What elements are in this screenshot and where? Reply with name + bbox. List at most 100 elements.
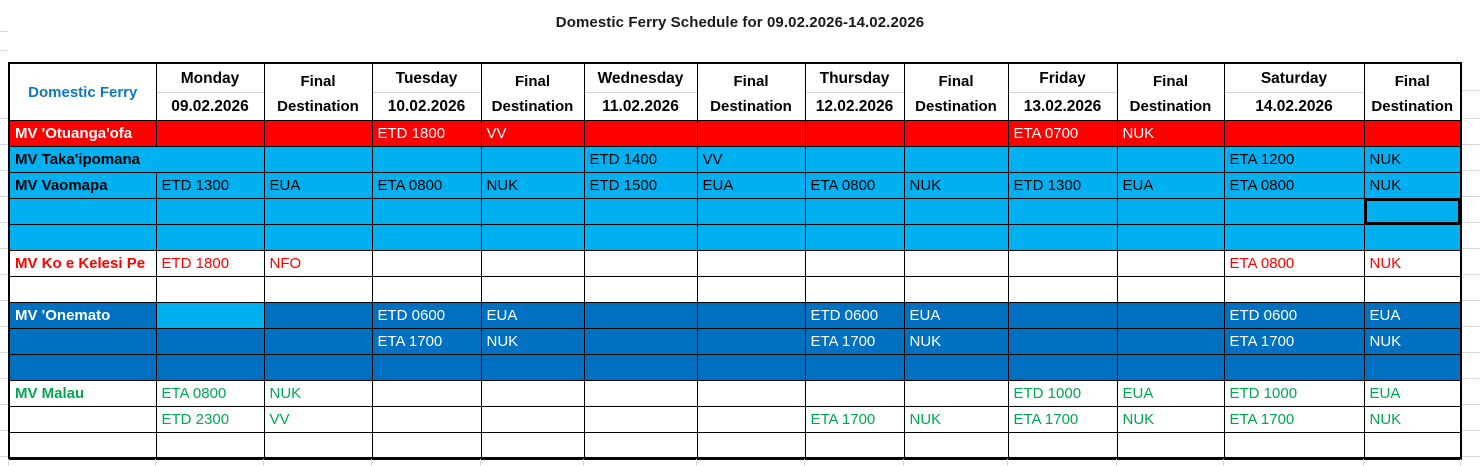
schedule-cell[interactable]: NUK: [1363, 328, 1462, 355]
schedule-cell[interactable]: [583, 302, 698, 329]
schedule-cell[interactable]: [155, 328, 265, 355]
schedule-cell[interactable]: [371, 276, 482, 303]
schedule-cell[interactable]: NFO: [263, 250, 373, 277]
header-final-destination[interactable]: Final Destination: [903, 62, 1009, 121]
schedule-cell[interactable]: NUK: [1116, 120, 1225, 147]
schedule-cell[interactable]: [583, 432, 698, 460]
schedule-cell[interactable]: EUA: [1363, 302, 1462, 329]
schedule-cell[interactable]: ETD 1000: [1223, 380, 1365, 407]
schedule-cell[interactable]: [155, 198, 265, 225]
schedule-cell[interactable]: [155, 302, 265, 329]
schedule-cell[interactable]: [371, 198, 482, 225]
schedule-cell[interactable]: [155, 276, 265, 303]
schedule-cell[interactable]: EUA: [1116, 380, 1225, 407]
schedule-cell[interactable]: [696, 302, 806, 329]
ferry-name-cell[interactable]: [8, 328, 157, 355]
corner-header-cell[interactable]: Domestic Ferry: [8, 62, 157, 121]
schedule-cell[interactable]: [903, 120, 1009, 147]
schedule-cell[interactable]: [583, 120, 698, 147]
schedule-cell[interactable]: NUK: [263, 380, 373, 407]
schedule-cell[interactable]: ETA 1700: [371, 328, 482, 355]
schedule-cell[interactable]: [1223, 276, 1365, 303]
schedule-cell[interactable]: ETD 0600: [804, 302, 905, 329]
schedule-cell[interactable]: [583, 354, 698, 381]
schedule-cell[interactable]: [263, 276, 373, 303]
ferry-name-cell[interactable]: [8, 406, 157, 433]
schedule-cell[interactable]: [804, 146, 905, 173]
ferry-name-cell[interactable]: [8, 224, 157, 251]
schedule-cell[interactable]: [696, 250, 806, 277]
ferry-name-cell[interactable]: MV Ko e Kelesi Pe: [8, 250, 157, 277]
schedule-cell[interactable]: [371, 224, 482, 251]
schedule-cell[interactable]: [583, 250, 698, 277]
schedule-cell[interactable]: ETA 1700: [1223, 328, 1365, 355]
schedule-cell[interactable]: [1116, 198, 1225, 225]
schedule-cell[interactable]: [903, 250, 1009, 277]
schedule-cell[interactable]: [903, 276, 1009, 303]
schedule-cell[interactable]: [696, 328, 806, 355]
schedule-cell[interactable]: [1363, 354, 1462, 381]
schedule-cell[interactable]: ETA 1200: [1223, 146, 1365, 173]
header-final-destination[interactable]: Final Destination: [696, 62, 806, 121]
schedule-cell[interactable]: [263, 354, 373, 381]
schedule-cell[interactable]: [1363, 224, 1462, 251]
schedule-cell[interactable]: [480, 380, 585, 407]
schedule-cell[interactable]: NUK: [480, 328, 585, 355]
schedule-cell[interactable]: [371, 432, 482, 460]
ferry-name-cell[interactable]: [8, 198, 157, 225]
schedule-cell[interactable]: NUK: [903, 406, 1009, 433]
header-monday[interactable]: Monday 09.02.2026: [155, 62, 265, 121]
schedule-cell[interactable]: [696, 406, 806, 433]
schedule-cell[interactable]: [1007, 328, 1118, 355]
schedule-cell[interactable]: ETA 0800: [371, 172, 482, 199]
schedule-cell[interactable]: VV: [696, 146, 806, 173]
schedule-cell[interactable]: VV: [263, 406, 373, 433]
schedule-cell[interactable]: [1007, 198, 1118, 225]
schedule-cell[interactable]: ETD 1800: [371, 120, 482, 147]
schedule-cell[interactable]: [1363, 276, 1462, 303]
schedule-cell[interactable]: [903, 224, 1009, 251]
schedule-cell[interactable]: [1223, 432, 1365, 460]
schedule-cell[interactable]: [1223, 120, 1365, 147]
schedule-cell[interactable]: [804, 250, 905, 277]
schedule-cell[interactable]: [263, 198, 373, 225]
schedule-cell[interactable]: [1007, 276, 1118, 303]
schedule-cell[interactable]: [1007, 224, 1118, 251]
schedule-cell[interactable]: [903, 146, 1009, 173]
schedule-cell[interactable]: [804, 224, 905, 251]
schedule-cell[interactable]: [583, 276, 698, 303]
schedule-cell[interactable]: [480, 432, 585, 460]
schedule-cell[interactable]: ETD 2300: [155, 406, 265, 433]
ferry-name-cell[interactable]: [8, 276, 157, 303]
schedule-cell[interactable]: [903, 198, 1009, 225]
schedule-cell[interactable]: [1223, 224, 1365, 251]
schedule-cell[interactable]: ETA 1700: [804, 406, 905, 433]
ferry-name-cell[interactable]: MV Taka'ipomana: [8, 146, 265, 173]
schedule-cell[interactable]: [263, 328, 373, 355]
schedule-cell[interactable]: [155, 224, 265, 251]
ferry-name-cell[interactable]: MV Vaomapa: [8, 172, 157, 199]
schedule-cell[interactable]: [155, 432, 265, 460]
schedule-cell[interactable]: ETA 1700: [1223, 406, 1365, 433]
schedule-cell[interactable]: [804, 198, 905, 225]
schedule-cell[interactable]: [696, 380, 806, 407]
ferry-name-cell[interactable]: MV 'Otuanga'ofa: [8, 120, 157, 147]
schedule-cell[interactable]: [903, 432, 1009, 460]
schedule-cell[interactable]: ETD 1500: [583, 172, 698, 199]
schedule-cell[interactable]: ETA 0800: [1223, 250, 1365, 277]
schedule-cell[interactable]: [804, 432, 905, 460]
schedule-cell[interactable]: [371, 406, 482, 433]
header-wednesday[interactable]: Wednesday 11.02.2026: [583, 62, 698, 121]
schedule-cell[interactable]: [480, 224, 585, 251]
schedule-cell[interactable]: [1223, 354, 1365, 381]
selected-cell[interactable]: [1363, 198, 1462, 225]
schedule-cell[interactable]: [263, 302, 373, 329]
schedule-cell[interactable]: ETD 1000: [1007, 380, 1118, 407]
schedule-cell[interactable]: EUA: [903, 302, 1009, 329]
schedule-cell[interactable]: [155, 354, 265, 381]
header-final-destination[interactable]: Final Destination: [480, 62, 585, 121]
schedule-cell[interactable]: ETD 0600: [1223, 302, 1365, 329]
schedule-cell[interactable]: [903, 380, 1009, 407]
schedule-cell[interactable]: [263, 120, 373, 147]
schedule-cell[interactable]: ETA 0800: [1223, 172, 1365, 199]
